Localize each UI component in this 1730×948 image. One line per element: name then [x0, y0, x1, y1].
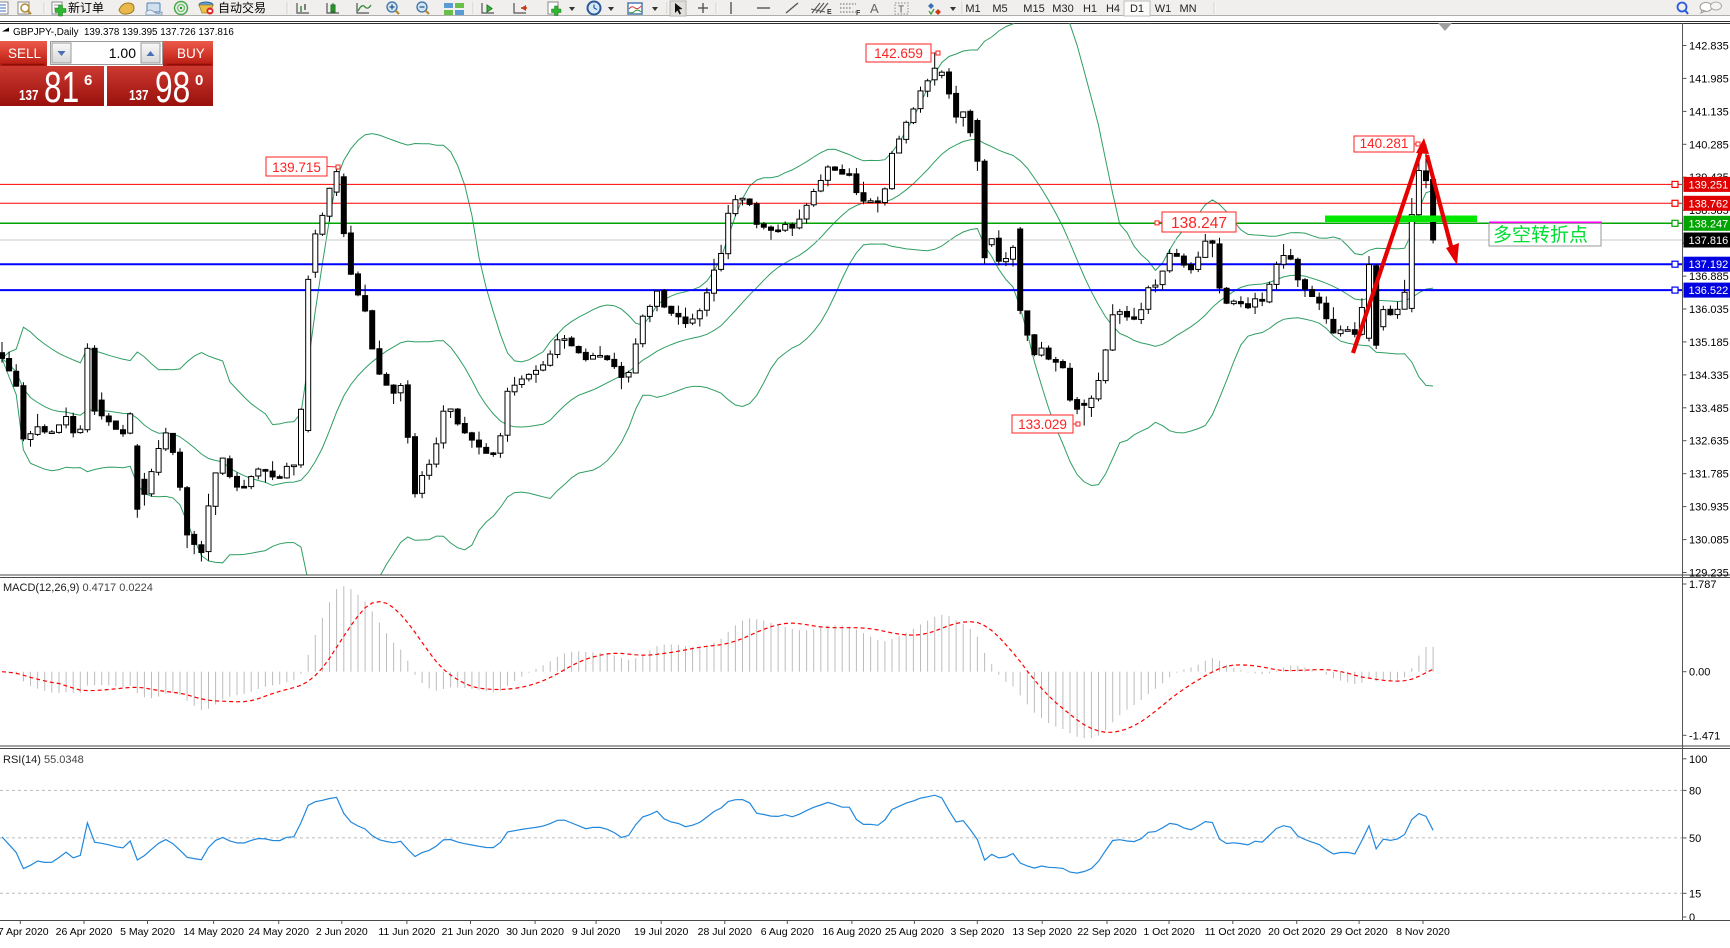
svg-text:137: 137 — [19, 87, 39, 104]
svg-text:20 Oct 2020: 20 Oct 2020 — [1268, 926, 1325, 938]
svg-text:M15: M15 — [1023, 3, 1044, 15]
svg-text:新订单: 新订单 — [68, 0, 104, 15]
svg-text:130.085: 130.085 — [1689, 535, 1729, 547]
svg-text:16 Aug 2020: 16 Aug 2020 — [822, 926, 881, 938]
svg-text:M30: M30 — [1052, 3, 1073, 15]
svg-text:14 May 2020: 14 May 2020 — [183, 926, 244, 938]
svg-text:26 Apr 2020: 26 Apr 2020 — [56, 926, 113, 938]
svg-text:6 Aug 2020: 6 Aug 2020 — [761, 926, 814, 938]
svg-text:141.985: 141.985 — [1689, 73, 1729, 85]
svg-text:139.251: 139.251 — [1689, 179, 1729, 191]
svg-text:13 Sep 2020: 13 Sep 2020 — [1012, 926, 1072, 938]
svg-text:133.485: 133.485 — [1689, 403, 1729, 415]
svg-text:137.192: 137.192 — [1689, 259, 1729, 271]
svg-text:134.335: 134.335 — [1689, 370, 1729, 382]
svg-text:17 Apr 2020: 17 Apr 2020 — [0, 926, 49, 938]
svg-text:SELL: SELL — [8, 46, 42, 61]
svg-text:25 Aug 2020: 25 Aug 2020 — [885, 926, 944, 938]
svg-text:139.715: 139.715 — [272, 160, 321, 175]
svg-text:138.247: 138.247 — [1689, 218, 1729, 230]
svg-text:D1: D1 — [1130, 3, 1144, 15]
svg-text:137.816: 137.816 — [1689, 235, 1729, 247]
svg-text:140.281: 140.281 — [1360, 136, 1409, 151]
svg-text:-1.471: -1.471 — [1689, 730, 1720, 742]
svg-text:8 Nov 2020: 8 Nov 2020 — [1396, 926, 1450, 938]
svg-text:3 Sep 2020: 3 Sep 2020 — [950, 926, 1004, 938]
svg-text:138.762: 138.762 — [1689, 198, 1729, 210]
svg-text:98: 98 — [155, 63, 190, 112]
svg-text:6: 6 — [84, 72, 92, 89]
svg-text:131.785: 131.785 — [1689, 469, 1729, 481]
svg-text:E: E — [827, 9, 832, 16]
svg-text:142.835: 142.835 — [1689, 41, 1729, 53]
svg-text:H4: H4 — [1106, 3, 1120, 15]
svg-text:BUY: BUY — [177, 46, 205, 61]
svg-text:GBPJPY-,Daily 139.378 139.395: GBPJPY-,Daily 139.378 139.395 137.726 13… — [13, 27, 234, 38]
svg-text:30 Jun 2020: 30 Jun 2020 — [506, 926, 564, 938]
svg-text:19 Jul 2020: 19 Jul 2020 — [634, 926, 688, 938]
svg-text:21 Jun 2020: 21 Jun 2020 — [442, 926, 500, 938]
svg-text:5 May 2020: 5 May 2020 — [120, 926, 175, 938]
svg-text:81: 81 — [44, 63, 79, 112]
svg-text:22 Sep 2020: 22 Sep 2020 — [1077, 926, 1137, 938]
svg-text:A: A — [870, 1, 879, 16]
svg-text:15: 15 — [1689, 888, 1701, 900]
svg-text:RSI(14) 55.0348: RSI(14) 55.0348 — [3, 754, 84, 766]
svg-text:0: 0 — [1689, 912, 1695, 924]
svg-text:136.522: 136.522 — [1689, 285, 1729, 297]
svg-text:100: 100 — [1689, 754, 1707, 766]
svg-text:140.285: 140.285 — [1689, 139, 1729, 151]
svg-text:多空转折点: 多空转折点 — [1493, 224, 1588, 246]
svg-text:137: 137 — [129, 87, 149, 104]
svg-text:1.00: 1.00 — [109, 45, 136, 61]
svg-text:11 Jun 2020: 11 Jun 2020 — [378, 926, 435, 938]
svg-text:129.235: 129.235 — [1689, 568, 1729, 580]
svg-text:MACD(12,26,9) 0.4717 0.0224: MACD(12,26,9) 0.4717 0.0224 — [3, 582, 153, 594]
svg-text:132.635: 132.635 — [1689, 436, 1729, 448]
svg-text:136.885: 136.885 — [1689, 271, 1729, 283]
svg-text:W1: W1 — [1155, 3, 1172, 15]
svg-text:1 Oct 2020: 1 Oct 2020 — [1143, 926, 1195, 938]
svg-text:80: 80 — [1689, 785, 1701, 797]
svg-text:24 May 2020: 24 May 2020 — [248, 926, 309, 938]
svg-text:142.659: 142.659 — [874, 46, 923, 61]
svg-text:F: F — [856, 10, 861, 17]
svg-text:0: 0 — [195, 72, 203, 89]
svg-text:2 Jun 2020: 2 Jun 2020 — [316, 926, 368, 938]
svg-text:135.185: 135.185 — [1689, 337, 1729, 349]
svg-text:136.035: 136.035 — [1689, 304, 1729, 316]
svg-text:H1: H1 — [1083, 3, 1097, 15]
svg-text:MN: MN — [1179, 3, 1196, 15]
svg-text:130.935: 130.935 — [1689, 502, 1729, 514]
svg-text:M5: M5 — [992, 3, 1007, 15]
svg-text:M1: M1 — [965, 3, 980, 15]
svg-text:138.247: 138.247 — [1171, 215, 1227, 232]
svg-text:9 Jul 2020: 9 Jul 2020 — [572, 926, 621, 938]
svg-text:自动交易: 自动交易 — [218, 0, 266, 15]
svg-text:11 Oct 2020: 11 Oct 2020 — [1205, 926, 1262, 938]
svg-text:28 Jul 2020: 28 Jul 2020 — [698, 926, 752, 938]
svg-text:1.787: 1.787 — [1689, 579, 1717, 591]
svg-text:T: T — [898, 5, 904, 16]
svg-text:50: 50 — [1689, 833, 1701, 845]
svg-text:29 Oct 2020: 29 Oct 2020 — [1330, 926, 1387, 938]
svg-text:141.135: 141.135 — [1689, 106, 1729, 118]
svg-text:0.00: 0.00 — [1689, 667, 1710, 679]
svg-text:133.029: 133.029 — [1018, 417, 1067, 432]
